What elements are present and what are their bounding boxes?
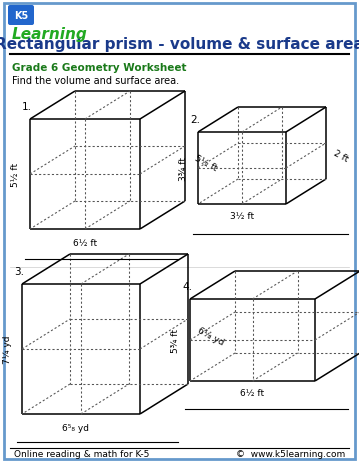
Text: 1.: 1. (22, 102, 32, 112)
Text: Find the volume and surface area.: Find the volume and surface area. (12, 76, 179, 86)
Text: 2.: 2. (190, 115, 200, 125)
Text: ©  www.k5learning.com: © www.k5learning.com (236, 450, 345, 458)
Text: 3¾ ft: 3¾ ft (179, 156, 188, 181)
Text: Learning: Learning (12, 27, 88, 43)
Text: 7¼ yd: 7¼ yd (3, 335, 12, 363)
Text: 6½ ft: 6½ ft (241, 388, 265, 398)
Text: 6⅛ yd: 6⅛ yd (196, 325, 225, 347)
Text: 5½ ft: 5½ ft (11, 163, 20, 187)
Text: Grade 6 Geometry Worksheet: Grade 6 Geometry Worksheet (12, 63, 186, 73)
Text: 2 ft: 2 ft (332, 149, 350, 164)
Text: 5¾ ft: 5¾ ft (171, 328, 180, 352)
Text: Rectangular prism - volume & surface area: Rectangular prism - volume & surface are… (0, 37, 359, 52)
FancyBboxPatch shape (8, 6, 34, 26)
Text: Online reading & math for K-5: Online reading & math for K-5 (14, 450, 149, 458)
Text: 6½ ft: 6½ ft (73, 239, 97, 248)
Text: 6⁵₈ yd: 6⁵₈ yd (62, 424, 89, 432)
Text: K5: K5 (14, 11, 28, 21)
Text: 4.: 4. (182, 282, 192, 291)
FancyBboxPatch shape (4, 4, 355, 459)
Text: 5½ ft: 5½ ft (193, 153, 219, 172)
Text: 3½ ft: 3½ ft (230, 212, 254, 221)
Text: 3.: 3. (14, 266, 24, 276)
